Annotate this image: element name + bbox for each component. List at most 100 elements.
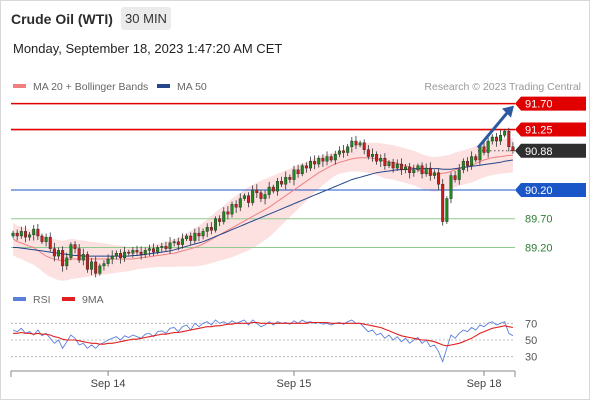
- candle-up: [201, 231, 205, 237]
- candle-down: [127, 251, 131, 254]
- candle-up: [432, 172, 436, 176]
- candle-down: [474, 156, 478, 161]
- candle-up: [230, 204, 234, 215]
- candle-down: [354, 140, 358, 146]
- candle-down: [408, 166, 412, 173]
- timeframe-badge[interactable]: 30 MIN: [121, 7, 171, 30]
- candle-down: [482, 146, 486, 153]
- candle-up: [214, 218, 217, 231]
- candle-down: [259, 192, 263, 199]
- price-tag-91.70: [515, 96, 586, 111]
- support-label-89.20: 89.20: [525, 242, 553, 254]
- candle-down: [85, 254, 89, 270]
- candle-down: [15, 232, 19, 237]
- source-credit: Research © 2023 Trading Central: [424, 81, 581, 93]
- candle-up: [300, 165, 304, 175]
- osc-legend-swatch-1: [62, 297, 75, 301]
- candle-up: [457, 169, 461, 180]
- osc-legend-swatch-0: [13, 297, 26, 301]
- candle-down: [218, 218, 222, 222]
- candle-up: [81, 254, 85, 261]
- candle-up: [486, 140, 490, 153]
- candle-down: [507, 131, 511, 147]
- candle-up: [98, 265, 102, 274]
- price-tag-90.20: [515, 182, 586, 197]
- candle-down: [23, 231, 27, 238]
- candle-down: [255, 189, 259, 194]
- candle-down: [375, 154, 379, 162]
- candle-up: [263, 194, 267, 199]
- osc-legend-label-0: RSI: [33, 294, 51, 306]
- datetime-label: Monday, September 18, 2023 1:47:20 AM CE…: [13, 41, 283, 56]
- legend-label-1: MA 50: [177, 81, 207, 93]
- candle-down: [321, 158, 325, 162]
- candle-down: [296, 169, 300, 175]
- candle-up: [44, 236, 48, 242]
- candle-up: [102, 263, 106, 267]
- legend-label-0: MA 20 + Bollinger Bands: [33, 81, 148, 93]
- candle-up: [143, 250, 147, 255]
- candle-down: [94, 261, 98, 274]
- candle-down: [437, 172, 441, 185]
- projection-arrow-shaft: [476, 109, 511, 149]
- candle-down: [399, 163, 403, 171]
- candle-up: [251, 189, 255, 203]
- candle-up: [11, 232, 15, 237]
- candle-up: [185, 235, 189, 240]
- candle-up: [19, 231, 23, 237]
- candle-down: [189, 235, 193, 241]
- candle-up: [499, 135, 503, 142]
- price-tag-label-90.20: 90.20: [525, 185, 553, 197]
- candle-up: [387, 162, 391, 166]
- candle-up: [370, 154, 374, 157]
- candle-up: [333, 154, 337, 161]
- candle-up: [160, 246, 164, 248]
- candle-down: [197, 232, 201, 237]
- candle-up: [412, 169, 416, 173]
- instrument-title: Crude Oil (WTI): [11, 11, 113, 27]
- candle-up: [114, 253, 118, 257]
- candle-down: [61, 250, 65, 267]
- candle-up: [416, 165, 420, 171]
- rsi-ma9-line: [13, 321, 514, 347]
- candle-down: [73, 244, 77, 249]
- candle-down: [304, 165, 308, 169]
- candle-down: [176, 241, 180, 245]
- candle-up: [503, 131, 507, 136]
- candle-up: [424, 167, 428, 175]
- candle-down: [139, 251, 143, 255]
- candle-up: [147, 248, 151, 251]
- candle-up: [238, 198, 242, 208]
- price-tag-label-90.88: 90.88: [525, 146, 553, 158]
- candle-up: [449, 175, 453, 199]
- candle-down: [135, 250, 139, 253]
- candle-up: [490, 136, 494, 142]
- candle-up: [222, 211, 226, 222]
- support-label-89.70: 89.70: [525, 214, 553, 226]
- x-tick-label: Sep 15: [277, 378, 312, 390]
- price-tag-91.25: [515, 122, 586, 137]
- candle-up: [172, 241, 176, 244]
- candle-down: [511, 146, 515, 152]
- candle-down: [329, 156, 333, 161]
- candle-up: [168, 242, 172, 249]
- candle-down: [271, 186, 275, 192]
- candle-up: [461, 160, 465, 171]
- candle-down: [48, 236, 52, 249]
- price-tag-90.88: [515, 143, 586, 158]
- candle-down: [164, 246, 168, 249]
- candle-down: [40, 235, 44, 242]
- candle-down: [362, 142, 366, 150]
- candle-down: [342, 150, 346, 153]
- rsi-line: [12, 319, 514, 364]
- candle-down: [209, 227, 213, 231]
- candle-up: [156, 247, 160, 253]
- candle-up: [131, 250, 135, 254]
- x-tick-label: Sep 14: [91, 378, 126, 390]
- candle-up: [395, 163, 399, 169]
- candle-down: [247, 195, 251, 203]
- candle-down: [453, 175, 457, 180]
- candle-down: [226, 211, 230, 215]
- candle-up: [470, 156, 474, 166]
- candle-up: [242, 195, 246, 199]
